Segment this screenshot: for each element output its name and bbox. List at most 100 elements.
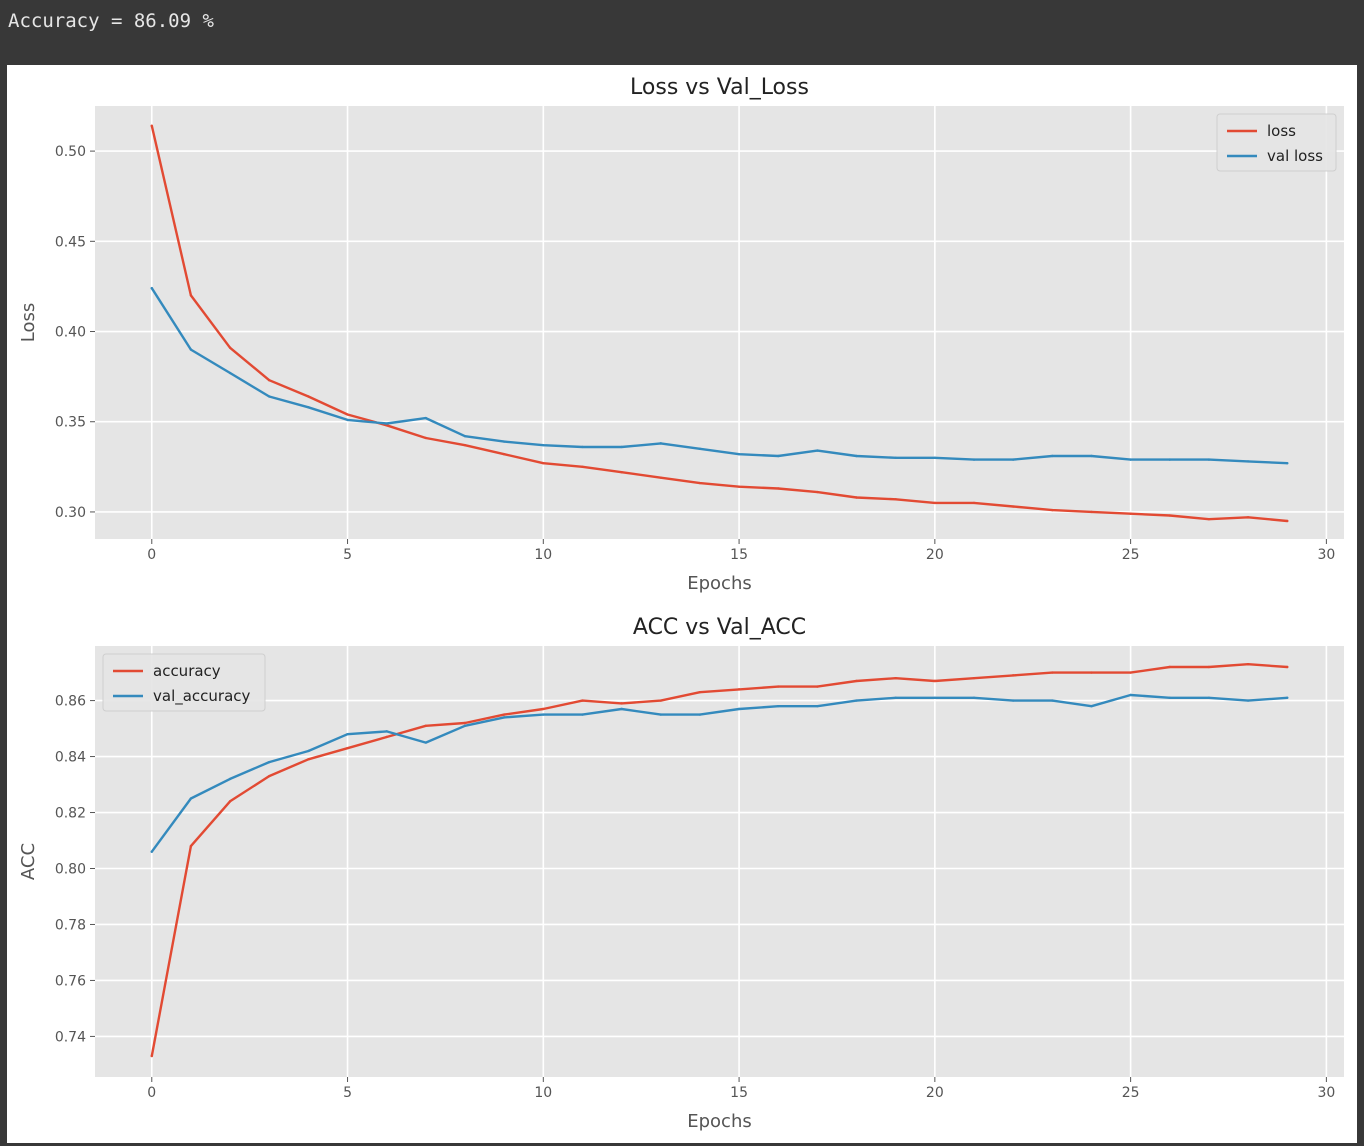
data-point (424, 436, 428, 440)
y-tick-label: 0.30 (55, 505, 86, 521)
data-point (581, 713, 584, 716)
data-point (659, 713, 662, 716)
data-point (620, 445, 623, 449)
data-point (502, 453, 506, 456)
y-tick-label: 0.35 (55, 415, 86, 431)
data-point (385, 424, 388, 427)
x-tick-label: 20 (926, 547, 944, 563)
data-point (307, 406, 310, 409)
data-point (659, 442, 662, 445)
data-point (737, 707, 741, 711)
data-point (463, 724, 467, 727)
legend-box (102, 653, 266, 712)
legend-label: accuracy (153, 662, 221, 680)
data-point (189, 797, 193, 800)
data-point (307, 395, 310, 398)
data-point (972, 696, 976, 699)
x-axis-label: Epochs (687, 1111, 752, 1132)
data-point (620, 471, 623, 474)
data-point (855, 699, 858, 702)
data-point (777, 685, 780, 688)
x-tick-label: 20 (926, 1085, 944, 1101)
data-point (385, 422, 388, 425)
data-point (463, 721, 467, 725)
data-point (1168, 514, 1171, 517)
data-point (1051, 671, 1054, 674)
y-tick-label: 0.86 (55, 694, 86, 710)
data-point (189, 294, 193, 297)
y-tick-label: 0.45 (55, 234, 86, 250)
data-point (894, 456, 897, 460)
data-point (698, 713, 702, 716)
x-axis-label: Epochs (687, 573, 752, 594)
data-point (855, 496, 858, 499)
data-point (972, 501, 976, 505)
loss-chart: 0 5 10 15 20 25 30 0.30 0.35 0.40 0.45 0.50 Loss vs … (18, 75, 1344, 594)
y-tick-label: 0.84 (55, 750, 86, 766)
data-point (1286, 519, 1289, 523)
output-text: Accuracy = 86.09 % (8, 10, 214, 32)
data-point (463, 434, 467, 438)
series-line-loss (150, 124, 1289, 523)
y-tick-label: 0.50 (55, 144, 86, 160)
data-point (1286, 665, 1289, 669)
data-point (502, 716, 506, 719)
data-point (972, 676, 976, 680)
data-point (1011, 674, 1015, 677)
data-point (659, 699, 662, 702)
data-point (1090, 704, 1093, 708)
data-point (268, 395, 271, 398)
series-line-val-accuracy (150, 693, 1289, 853)
data-point (581, 445, 584, 449)
data-point (502, 440, 506, 443)
y-axis-label: Loss (18, 303, 39, 342)
x-tick-label: 10 (534, 547, 552, 563)
data-point (894, 696, 897, 699)
x-tick-label: 0 (147, 547, 156, 563)
data-point (1246, 460, 1250, 463)
data-point (1246, 699, 1250, 702)
x-tick-label: 25 (1122, 1085, 1140, 1101)
data-point (385, 735, 388, 739)
data-point (894, 676, 897, 680)
data-point (150, 124, 153, 128)
data-point (698, 447, 702, 450)
data-point (698, 690, 702, 694)
data-point (189, 348, 193, 351)
x-tick-label: 25 (1122, 547, 1140, 563)
data-point (1207, 517, 1211, 521)
data-point (307, 758, 310, 761)
x-tick-label: 5 (343, 547, 352, 563)
legend-label: loss (1267, 122, 1296, 140)
data-point (1129, 458, 1132, 461)
data-point (385, 730, 388, 733)
series-line-val-loss (150, 286, 1289, 465)
data-point (933, 696, 937, 699)
data-point (1129, 671, 1132, 674)
data-point (1051, 454, 1054, 458)
data-point (542, 462, 545, 465)
chart-title: Loss vs Val_Loss (630, 75, 809, 100)
data-point (307, 749, 310, 753)
data-point (737, 688, 741, 691)
legend-label: val_accuracy (153, 687, 251, 706)
data-point (581, 699, 584, 702)
data-point (972, 458, 976, 461)
y-tick-label: 0.74 (55, 1029, 86, 1045)
data-point (150, 1054, 153, 1058)
data-point (1051, 699, 1054, 702)
x-tick-label: 30 (1317, 1085, 1335, 1101)
data-point (620, 702, 623, 705)
data-point (933, 679, 937, 683)
data-point (1286, 696, 1289, 699)
legend: loss val loss (1216, 113, 1337, 172)
y-tick-label: 0.40 (55, 325, 86, 341)
data-point (346, 418, 349, 422)
data-point (1051, 508, 1054, 512)
legend: accuracy val_accuracy (102, 653, 266, 712)
data-point (933, 456, 937, 460)
data-point (1090, 454, 1093, 458)
data-point (542, 443, 545, 447)
data-point (189, 844, 193, 848)
data-point (816, 449, 819, 452)
